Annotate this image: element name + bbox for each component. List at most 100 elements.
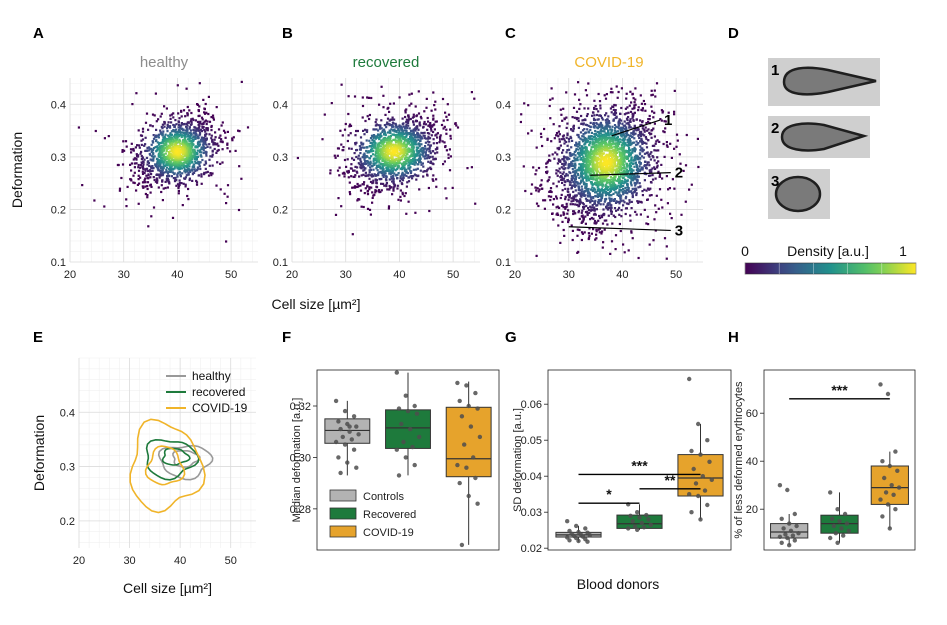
scatter-point — [631, 93, 634, 96]
scatter-point — [603, 138, 606, 141]
scatter-point — [190, 137, 193, 140]
scatter-point — [589, 140, 592, 143]
scatter-point — [329, 172, 332, 175]
scatter-point — [374, 189, 377, 192]
scatter-point — [613, 113, 616, 116]
scatter-point — [647, 118, 650, 121]
scatter-point — [625, 126, 628, 129]
scatter-point — [537, 190, 540, 193]
scatter-point — [351, 186, 354, 189]
scatter-point — [160, 112, 163, 115]
scatter-point — [156, 141, 159, 144]
scatter-point — [663, 237, 667, 240]
scatter-point — [188, 157, 191, 160]
scatter-point — [213, 147, 216, 151]
scatter-point — [642, 156, 645, 159]
scatter-point — [383, 160, 386, 163]
scatter-point — [392, 102, 395, 105]
scatter-point — [626, 165, 629, 168]
scatter-point — [347, 176, 350, 179]
scatter-point — [201, 126, 204, 129]
scatter-point — [575, 118, 578, 121]
scatter-point — [366, 160, 369, 163]
scatter-point — [368, 117, 371, 121]
scatter-point — [580, 180, 583, 183]
scatter-point — [174, 176, 177, 179]
scatter-point — [77, 126, 80, 129]
scatter-point — [585, 146, 588, 149]
scatter-point — [649, 158, 652, 161]
scatter-point — [168, 147, 171, 150]
scatter-point — [575, 171, 578, 174]
scatter-point — [429, 166, 432, 169]
scatter-point — [169, 126, 172, 129]
scatter-point — [618, 213, 621, 216]
scatter-point — [427, 120, 430, 123]
scatter-point — [620, 87, 623, 90]
scatter-point — [587, 194, 590, 197]
scatter-point — [188, 109, 191, 112]
scatter-point — [566, 194, 570, 197]
scatter-point — [586, 139, 589, 142]
scatter-point — [165, 141, 168, 144]
scatter-point — [183, 168, 187, 171]
scatter-point — [614, 201, 618, 204]
scatter-point — [405, 118, 408, 121]
scatter-point — [338, 174, 341, 177]
scatter-point — [633, 146, 636, 149]
scatter-point — [181, 145, 184, 148]
scatter-point — [349, 193, 352, 196]
scatter-point — [173, 167, 176, 170]
scatter-point — [191, 160, 194, 163]
scatter-point — [624, 167, 627, 170]
scatter-point — [144, 177, 147, 180]
scatter-point — [431, 162, 434, 165]
scatter-point — [562, 206, 565, 209]
scatter-point — [191, 154, 194, 157]
scatter-point — [634, 87, 637, 90]
scatter-point — [378, 145, 381, 148]
scatter-point — [550, 190, 553, 194]
scatter-point — [414, 154, 417, 157]
scatter-point — [684, 164, 688, 167]
scatter-point — [194, 161, 197, 164]
scatter-point — [658, 173, 662, 176]
scatter-point — [374, 145, 377, 148]
scatter-point — [420, 150, 423, 153]
scatter-point — [395, 126, 398, 129]
scatter-point — [596, 127, 599, 130]
scatter-point — [587, 151, 590, 154]
scatter-point — [634, 184, 637, 187]
scatter-point — [337, 147, 340, 150]
scatter-point — [600, 128, 603, 131]
scatter-point — [147, 177, 150, 180]
scatter-point — [391, 152, 395, 156]
scatter-point — [576, 228, 579, 231]
scatter-point — [130, 169, 133, 172]
scatter-point — [379, 136, 382, 139]
scatter-point — [626, 186, 629, 189]
scatter-point — [355, 129, 358, 133]
scatter-point — [625, 168, 628, 171]
scatter-point — [380, 139, 383, 142]
scatter-point — [180, 151, 184, 154]
scatter-point — [183, 137, 186, 140]
scatter-point — [653, 166, 656, 169]
scatter-point — [161, 157, 164, 160]
scatter-point — [570, 186, 573, 189]
scatter-point — [561, 189, 564, 192]
scatter-point — [200, 116, 204, 119]
scatter-point — [393, 130, 396, 133]
scatter-point — [375, 150, 378, 153]
scatter-point — [575, 194, 578, 197]
scatter-point — [634, 143, 638, 146]
scatter-point — [562, 211, 565, 214]
scatter-point — [159, 163, 162, 166]
scatter-point — [395, 134, 398, 137]
scatter-point — [355, 155, 358, 159]
scatter-point — [377, 148, 381, 151]
scatter-point — [582, 133, 585, 136]
scatter-point — [577, 145, 580, 148]
scatter-point — [431, 178, 434, 181]
scatter-point — [632, 131, 635, 134]
